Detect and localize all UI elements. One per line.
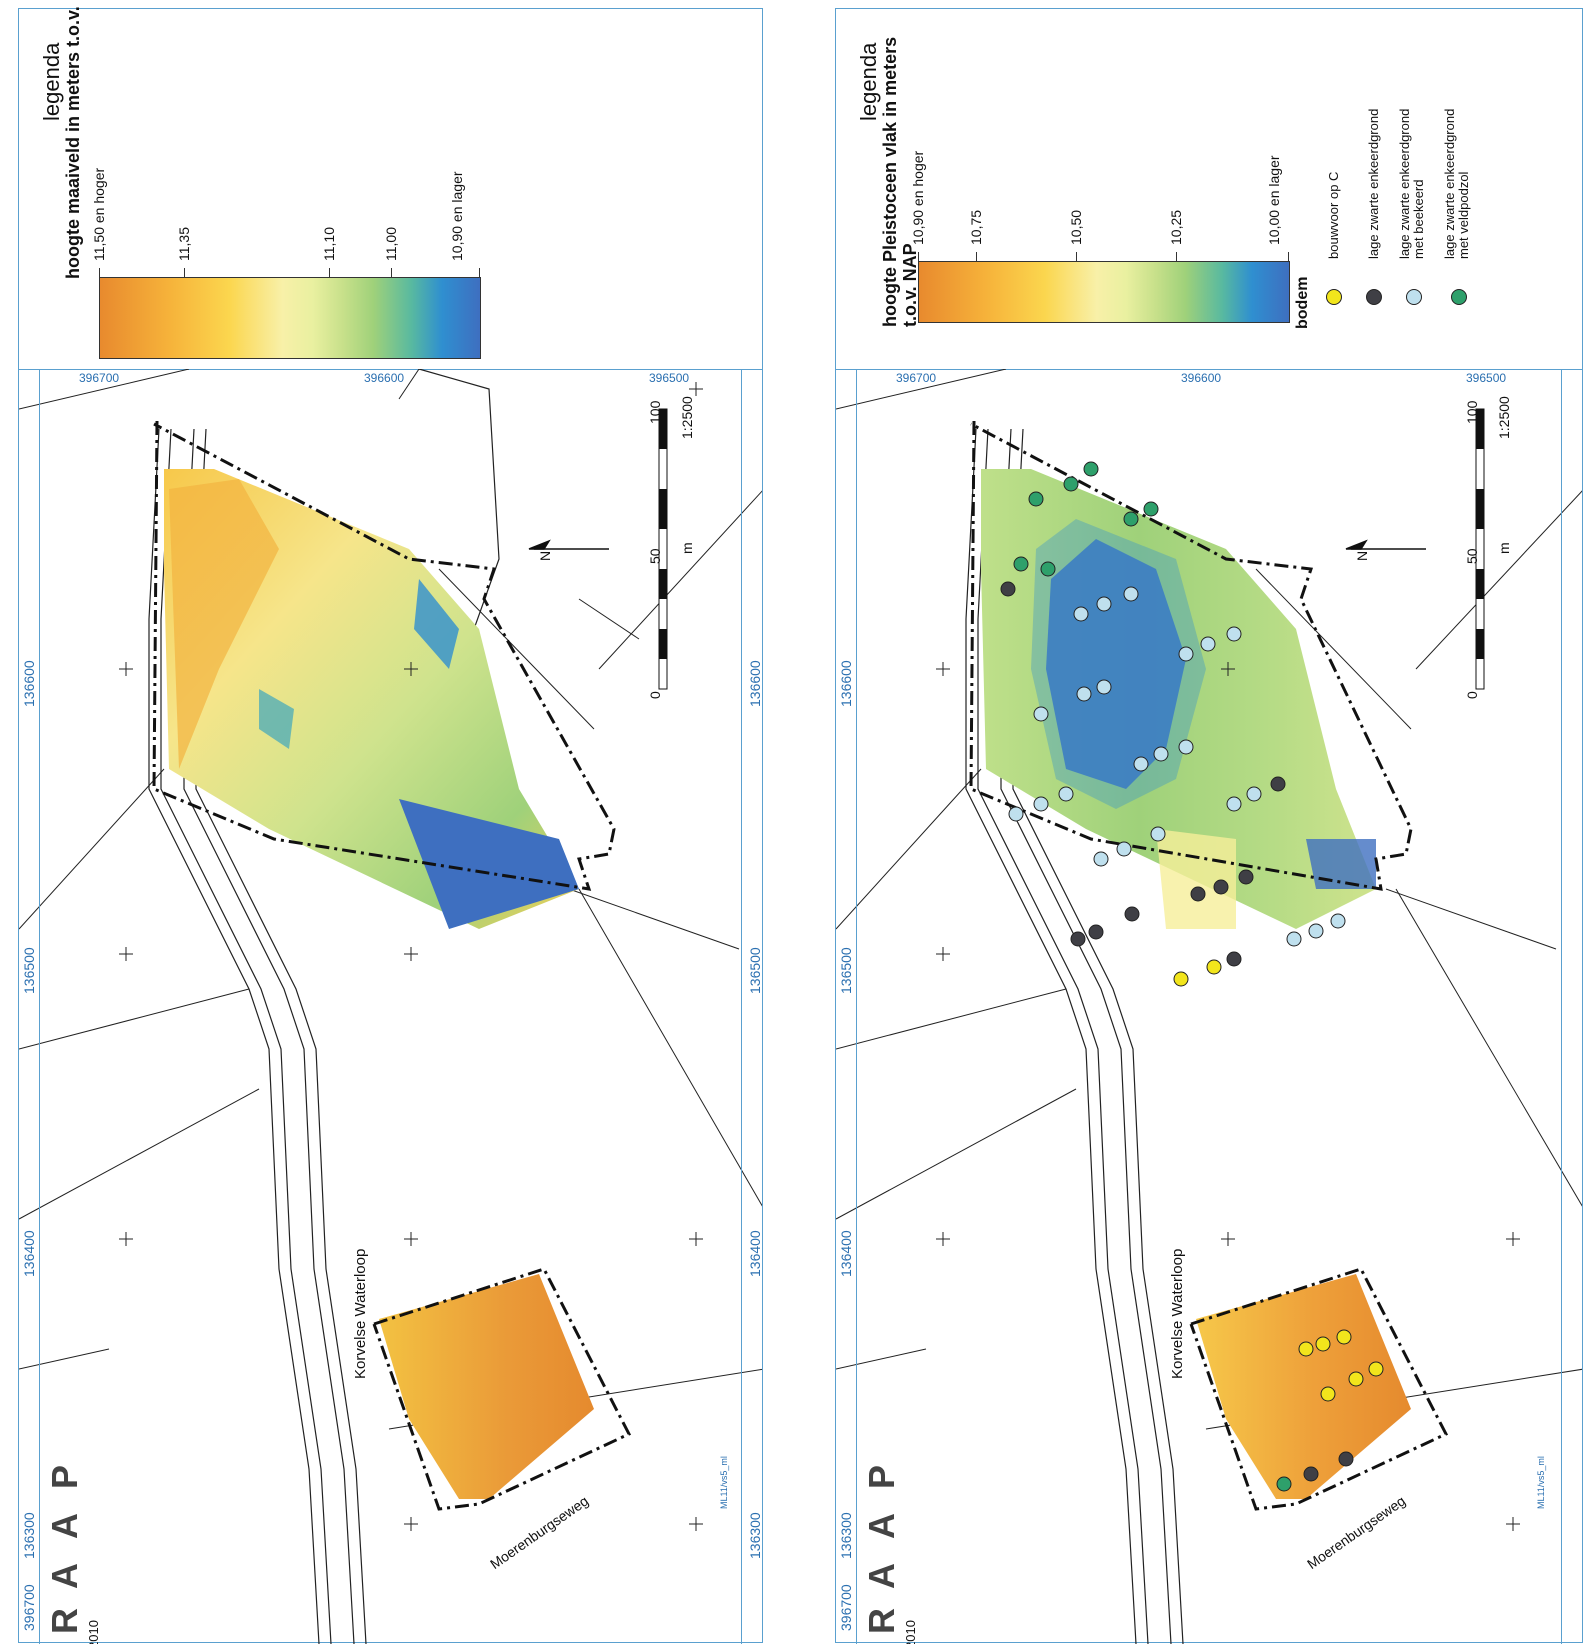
coord-label: 396700 (79, 371, 120, 385)
file-ref: ML11/vs5_ml (1536, 1456, 1546, 1509)
height-color-ramp (99, 277, 481, 359)
coord-label: 136500 (838, 947, 854, 994)
soil-symbol-yellow (1326, 289, 1342, 305)
right-map: Korvelse Waterloop Moerenburgseweg N 0 5… (836, 369, 1582, 1644)
scale-label-100: 100 (1464, 400, 1480, 424)
coord-label: 396500 (649, 371, 690, 385)
coord-label: 136400 (747, 1230, 763, 1277)
right-map-svg (836, 369, 1582, 1644)
coord-label: 396600 (364, 371, 405, 385)
coord-label: 136500 (747, 947, 763, 994)
coord-label: 396600 (1181, 371, 1222, 385)
scale-label-0: 0 (1464, 691, 1480, 699)
ramp-label: 11,50 en hoger (91, 167, 107, 261)
soil-label: lage zwarte enkeerdgrond (1366, 108, 1381, 259)
pleistocene-color-ramp (918, 261, 1290, 323)
road-label: Korvelse Waterloop (352, 1248, 369, 1379)
soil-symbol-lightblue (1406, 289, 1422, 305)
coord-label: 396500 (1466, 371, 1507, 385)
coord-label: 136600 (838, 660, 854, 707)
ramp-label: 11,10 (321, 227, 337, 261)
ramp-label: 10,90 en lager (449, 171, 465, 261)
ramp-label: 10,75 (968, 209, 984, 245)
scale-label-0: 0 (647, 691, 663, 699)
left-map-svg (19, 369, 762, 1644)
ramp-label: 11,00 (383, 227, 399, 261)
ramp-label: 10,50 (1068, 209, 1084, 245)
scale-ratio: 1:2500 (1496, 396, 1512, 439)
soil-label: lage zwarte enkeerdgrond met veldpodzol (1442, 108, 1471, 259)
legend-title-line1: hoogte Pleistoceen vlak in meters (880, 36, 900, 327)
legend-title-line2: t.o.v. NAP (900, 243, 920, 327)
soil-symbol-green (1451, 289, 1467, 305)
coord-label: 396700 (896, 371, 937, 385)
scale-unit: m (679, 542, 695, 554)
ramp-label: 10,90 en hoger (910, 150, 926, 245)
ramp-label: 11,35 (176, 227, 192, 261)
coord-label: 136300 (838, 1512, 854, 1559)
coord-label: 396700 (838, 1584, 854, 1631)
file-ref: ML11/vs5_ml (719, 1456, 729, 1509)
coord-label: 136500 (21, 947, 37, 994)
left-map-panel: legenda hoogte maaiveld in meters t.o.v.… (18, 0, 763, 1644)
right-legend: legenda hoogte Pleistoceen vlak in meter… (836, 9, 1582, 370)
soil-symbol-dark (1366, 289, 1382, 305)
road-label: Korvelse Waterloop (1169, 1248, 1186, 1379)
coord-label: 136400 (838, 1230, 854, 1277)
legend-word: legenda (39, 42, 64, 121)
coord-label: 136600 (21, 660, 37, 707)
left-map: Korvelse Waterloop Moerenburgseweg N 0 5… (19, 369, 762, 1644)
coord-label: 136600 (747, 660, 763, 707)
ramp-label: 10,25 (1168, 209, 1184, 245)
scale-unit: m (1496, 542, 1512, 554)
scale-label-100: 100 (647, 400, 663, 424)
left-legend: legenda hoogte maaiveld in meters t.o.v.… (19, 0, 762, 370)
coord-label: 396700 (21, 1584, 37, 1631)
soil-label: bouwvoor op C (1326, 171, 1341, 259)
north-label: N (1354, 550, 1370, 561)
legend-word: legenda (856, 42, 881, 121)
ramp-label: 10,00 en lager (1266, 155, 1282, 245)
scale-label-50: 50 (647, 548, 663, 564)
scale-ratio: 1:2500 (679, 396, 695, 439)
coord-label: 136300 (21, 1512, 37, 1559)
coord-label: 136300 (747, 1512, 763, 1559)
right-map-panel: legenda hoogte Pleistoceen vlak in meter… (835, 8, 1583, 1644)
scale-label-50: 50 (1464, 548, 1480, 564)
soil-heading: bodem (1294, 276, 1311, 329)
north-label: N (537, 550, 553, 561)
soil-label: lage zwarte enkeerdgrond met beekeerd (1397, 108, 1426, 259)
coord-label: 136400 (21, 1230, 37, 1277)
legend-title: hoogte maaiveld in meters t.o.v. NAP (63, 0, 83, 279)
